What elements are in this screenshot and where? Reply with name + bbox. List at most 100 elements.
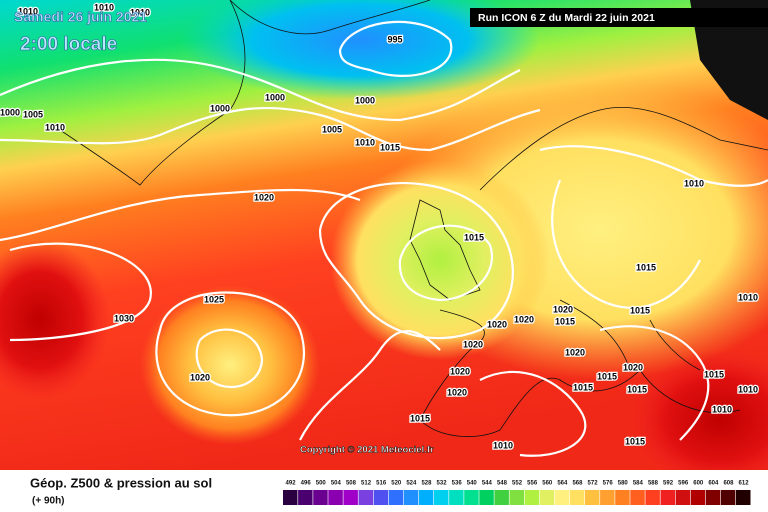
scale-label: 544 [482,481,493,487]
scale-label: 560 [542,481,553,487]
run-info: Run ICON 6 Z du Mardi 22 juin 2021 [478,12,655,24]
scale-label: 504 [331,481,342,487]
scale-label: 552 [512,481,523,487]
scale-swatch [403,490,419,505]
scale-label: 540 [467,481,478,487]
scale-swatch [615,490,630,505]
scale-label: 592 [663,481,674,487]
isobar-label: 1000 [355,95,375,105]
isobar-label: 1020 [254,192,274,202]
scale-swatch [479,490,494,505]
scale-swatch [585,490,600,505]
run-banner [470,8,768,27]
isobar-label: 1010 [738,292,758,302]
isobar-label: 1010 [738,384,758,394]
scale-label: 548 [497,481,508,487]
scale-label: 580 [618,481,629,487]
isobar-label: 1015 [597,371,617,381]
scale-swatch [464,490,479,505]
isobar-label: 1010 [493,440,513,450]
scale-label: 516 [376,481,387,487]
scale-label: 584 [633,481,644,487]
legend-lead: (+ 90h) [32,496,65,507]
scale-label: 596 [678,481,689,487]
scale-swatch [418,490,434,505]
isobar-label: 1010 [684,178,704,188]
scale-label: 496 [301,481,312,487]
isobar-label: 1010 [45,122,65,132]
scale-label: 520 [391,481,402,487]
scale-swatch [328,490,343,505]
isobar-label: 1005 [23,109,43,119]
scale-swatch [645,490,660,505]
scale-label: 612 [739,481,750,487]
scale-swatch [343,490,358,505]
isobar-label: 1020 [447,387,467,397]
coastlines [59,0,768,437]
scale-swatch [313,490,328,505]
copyright: Copyright © 2021 Meteociel.fr [300,445,434,456]
scale-label: 564 [557,481,568,487]
scale-label: 528 [421,481,432,487]
scale-label: 500 [316,481,327,487]
isobar-label: 1015 [627,384,647,394]
scale-label: 492 [286,481,297,487]
scale-swatch [554,490,570,505]
isobar-label: 995 [387,34,402,44]
map-background [0,0,768,490]
scale-label: 508 [346,481,357,487]
forecast-date: Samedi 26 juin 2021 [14,9,147,25]
isobar-label: 1000 [265,92,285,102]
isobar-label: 1015 [573,382,593,392]
scale-swatch [449,490,464,505]
scale-swatch [434,490,449,505]
isobar-label: 1020 [514,314,534,324]
scale-swatch [660,490,675,505]
isobar-label: 1025 [204,294,224,304]
isobar-label: 1020 [450,366,470,376]
isobars [0,20,768,457]
scale-swatch [388,490,404,505]
isobar-label: 1015 [380,142,400,152]
legend-title: Géop. Z500 & pression au sol [30,475,212,490]
scale-swatch [720,490,736,505]
scale-label: 600 [693,481,704,487]
scale-label: 512 [361,481,372,487]
scale-label: 532 [437,481,448,487]
scale-label: 524 [406,481,417,487]
isobar-label: 1020 [487,319,507,329]
scale-swatch [524,490,540,505]
scale-label: 588 [648,481,659,487]
isobar-label: 1010 [355,137,375,147]
scale-label: 604 [708,481,719,487]
isobar-label: 1015 [636,262,656,272]
isobar-label: 1015 [410,413,430,423]
isobar-label: 1005 [322,124,342,134]
isobar-label: 1020 [190,372,210,382]
forecast-time: 2:00 locale [20,34,117,55]
isobar-label: 1020 [553,304,573,314]
scale-swatch [539,490,555,505]
scale-label: 556 [527,481,538,487]
scale-swatch [690,490,706,505]
scale-swatch [283,490,298,505]
scale-label: 576 [603,481,614,487]
isobar-label: 1020 [463,339,483,349]
isobar-label: 1015 [464,232,484,242]
isobar-label: 1010 [18,6,38,16]
scale-swatch [569,490,585,505]
scale-label: 536 [452,481,463,487]
scale-swatch [298,490,313,505]
isobar-label: 1020 [623,362,643,372]
scale-swatch [736,490,751,505]
scale-swatch [675,490,691,505]
isobar-label: 1000 [0,107,20,117]
scale-swatch [600,490,615,505]
scale-swatch [509,490,524,505]
isobar-label: 1015 [555,316,575,326]
scale-label: 572 [588,481,599,487]
isobar-label: 1020 [565,347,585,357]
